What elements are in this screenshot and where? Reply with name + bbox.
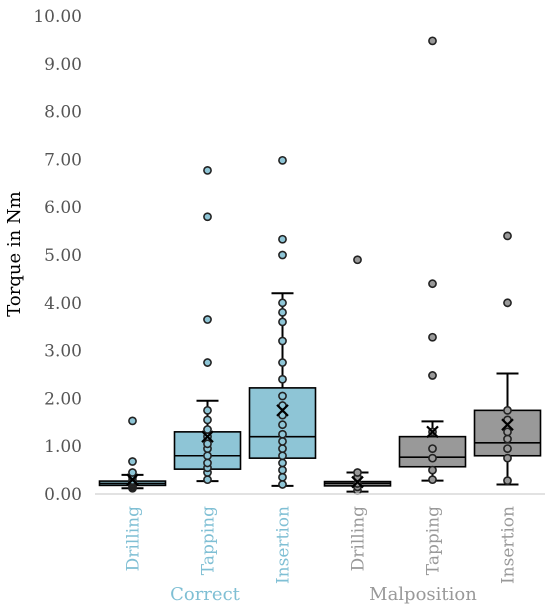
data-point bbox=[278, 458, 287, 468]
y-tick-label: 7.00 bbox=[44, 150, 82, 170]
group-label-correct: Correct bbox=[170, 584, 241, 605]
data-point bbox=[428, 279, 437, 289]
data-point bbox=[428, 465, 437, 475]
data-point bbox=[128, 468, 137, 477]
data-point bbox=[278, 480, 287, 489]
data-point bbox=[203, 425, 212, 434]
y-tick-label: 0.00 bbox=[44, 485, 82, 505]
mean-marker bbox=[351, 475, 364, 489]
data-point bbox=[278, 451, 287, 461]
mean-marker bbox=[276, 404, 289, 417]
y-tick-label: 4.00 bbox=[44, 294, 82, 314]
x-tick-label: Insertion bbox=[499, 506, 519, 584]
box-insertion-malposition bbox=[473, 231, 542, 486]
x-tick-label: Drilling bbox=[124, 506, 144, 571]
data-point bbox=[503, 231, 512, 241]
x-tick-label: Tapping bbox=[424, 506, 444, 575]
y-axis: 0.00 1.00 2.00 3.00 4.00 5.00 6.00 7.00 8.00 9.00… bbox=[33, 7, 82, 505]
data-point bbox=[278, 358, 287, 367]
data-point bbox=[278, 234, 287, 244]
data-point bbox=[278, 444, 287, 453]
data-point bbox=[203, 475, 212, 485]
data-point bbox=[128, 457, 137, 466]
data-point bbox=[278, 307, 287, 317]
y-tick-label: 10.00 bbox=[33, 7, 82, 27]
x-tick-label: Drilling bbox=[349, 506, 369, 571]
y-tick-label: 1.00 bbox=[44, 437, 82, 457]
data-point bbox=[278, 155, 287, 165]
data-point bbox=[278, 298, 287, 308]
data-point bbox=[203, 405, 212, 415]
data-point bbox=[203, 415, 212, 425]
data-point bbox=[203, 165, 212, 175]
mean-marker bbox=[501, 418, 514, 431]
data-point bbox=[503, 453, 512, 463]
data-point bbox=[278, 250, 287, 260]
data-point bbox=[278, 317, 287, 327]
data-point bbox=[203, 451, 212, 461]
boxes-layer bbox=[98, 36, 542, 496]
box-insertion-correct bbox=[248, 155, 317, 489]
box-drilling-correct bbox=[98, 416, 167, 493]
data-point bbox=[503, 444, 512, 453]
x-tick-label: Tapping bbox=[199, 506, 219, 575]
data-point bbox=[428, 332, 437, 342]
mean-marker bbox=[426, 425, 439, 439]
data-point bbox=[503, 427, 512, 437]
y-tick-label: 2.00 bbox=[44, 389, 82, 409]
data-point bbox=[503, 476, 512, 486]
box-drilling-malposition bbox=[323, 255, 392, 496]
data-point bbox=[278, 437, 287, 446]
data-point bbox=[428, 475, 437, 485]
data-point bbox=[428, 36, 437, 46]
mean-marker bbox=[201, 430, 214, 443]
data-point bbox=[503, 298, 512, 308]
data-point bbox=[203, 439, 212, 449]
y-tick-label: 9.00 bbox=[44, 55, 82, 75]
data-point bbox=[278, 472, 287, 482]
y-axis-label: Torque in Nm bbox=[4, 191, 25, 316]
y-tick-label: 5.00 bbox=[44, 246, 82, 266]
y-tick-label: 6.00 bbox=[44, 198, 82, 218]
data-point bbox=[503, 405, 512, 415]
data-point bbox=[203, 358, 212, 367]
data-point bbox=[128, 416, 137, 426]
data-point bbox=[278, 336, 287, 346]
data-point bbox=[278, 420, 287, 430]
data-point bbox=[428, 453, 437, 463]
box-tapping-malposition bbox=[398, 36, 467, 485]
data-point bbox=[353, 255, 362, 265]
data-point bbox=[278, 374, 287, 384]
mean-marker bbox=[126, 473, 139, 486]
data-point bbox=[428, 444, 437, 453]
y-tick-label: 8.00 bbox=[44, 103, 82, 123]
data-point bbox=[278, 465, 287, 475]
data-point bbox=[353, 468, 362, 477]
y-tick-label: 3.00 bbox=[44, 342, 82, 362]
x-axis: Drilling Tapping Insertion Drilling Tapping I… bbox=[95, 493, 545, 584]
data-point bbox=[278, 391, 287, 401]
data-point bbox=[428, 371, 437, 380]
data-point bbox=[278, 429, 287, 439]
data-point bbox=[203, 458, 212, 468]
data-point bbox=[503, 434, 512, 444]
x-tick-label: Insertion bbox=[274, 506, 294, 584]
data-point bbox=[203, 212, 212, 222]
data-point bbox=[203, 315, 212, 324]
group-label-malposition: Malposition bbox=[369, 584, 477, 605]
box-tapping-correct bbox=[173, 165, 242, 485]
